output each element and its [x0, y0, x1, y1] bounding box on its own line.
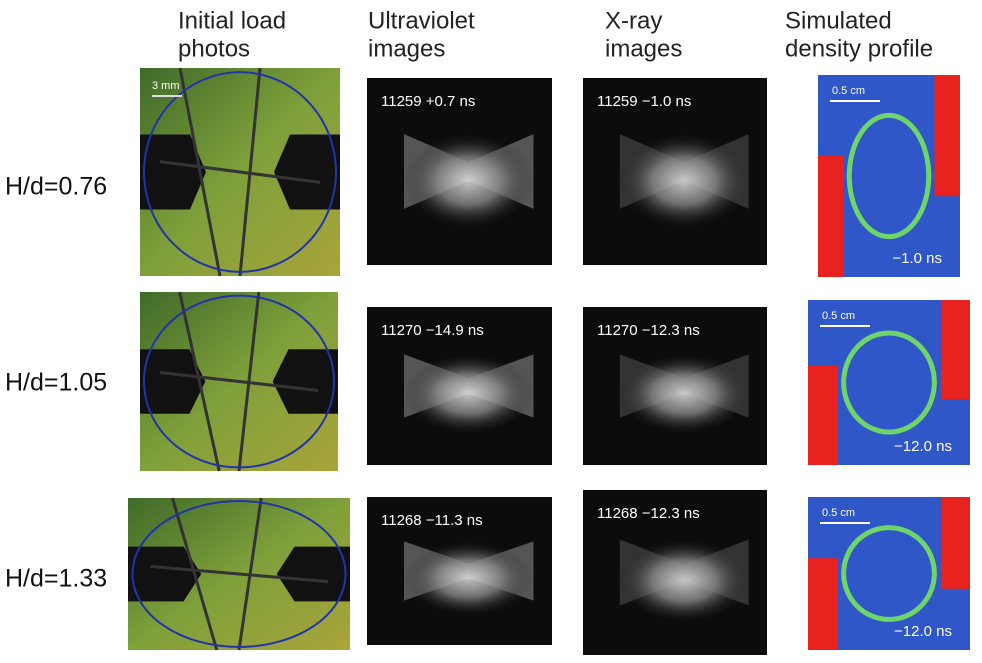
glow: [620, 354, 749, 433]
column-header: images: [368, 35, 445, 62]
column-header: Simulated: [785, 7, 892, 34]
figure: Initial loadphotosUltravioletimagesX-ray…: [0, 0, 982, 663]
glow: [404, 354, 534, 433]
time-label: −12.0 ns: [894, 438, 952, 455]
scale-label: 3 mm: [152, 80, 180, 92]
scale-label: 0.5 cm: [822, 310, 855, 322]
column-header: Initial load: [178, 7, 286, 34]
red-side: [941, 497, 970, 589]
red-side: [934, 75, 960, 196]
image-label: 11268 −12.3 ns: [597, 505, 700, 522]
red-side: [818, 156, 844, 277]
column-header: images: [605, 35, 682, 62]
image-label: 11259 +0.7 ns: [381, 93, 475, 110]
page: {"columns":[{"lines":["Initial load","ph…: [0, 0, 982, 663]
red-side: [941, 300, 970, 399]
time-label: −1.0 ns: [892, 250, 942, 267]
column-header: photos: [178, 35, 250, 62]
row-label: H/d=1.05: [5, 369, 107, 397]
image-label: 11268 −11.3 ns: [381, 512, 483, 529]
column-header: Ultraviolet: [368, 7, 475, 34]
row-label: H/d=0.76: [5, 173, 107, 201]
image-label: 11270 −14.9 ns: [381, 322, 484, 339]
image-label: 11259 −1.0 ns: [597, 93, 691, 110]
row-label: H/d=1.33: [5, 565, 107, 593]
image-label: 11270 −12.3 ns: [597, 322, 700, 339]
scale-label: 0.5 cm: [822, 507, 855, 519]
column-header: density profile: [785, 35, 933, 62]
red-side: [808, 558, 837, 650]
scale-label: 0.5 cm: [832, 85, 865, 97]
glow: [404, 134, 534, 228]
glow: [620, 134, 749, 228]
column-header: X-ray: [605, 7, 662, 34]
time-label: −12.0 ns: [894, 623, 952, 640]
glow: [620, 540, 749, 623]
glow: [404, 541, 534, 615]
red-side: [808, 366, 837, 465]
